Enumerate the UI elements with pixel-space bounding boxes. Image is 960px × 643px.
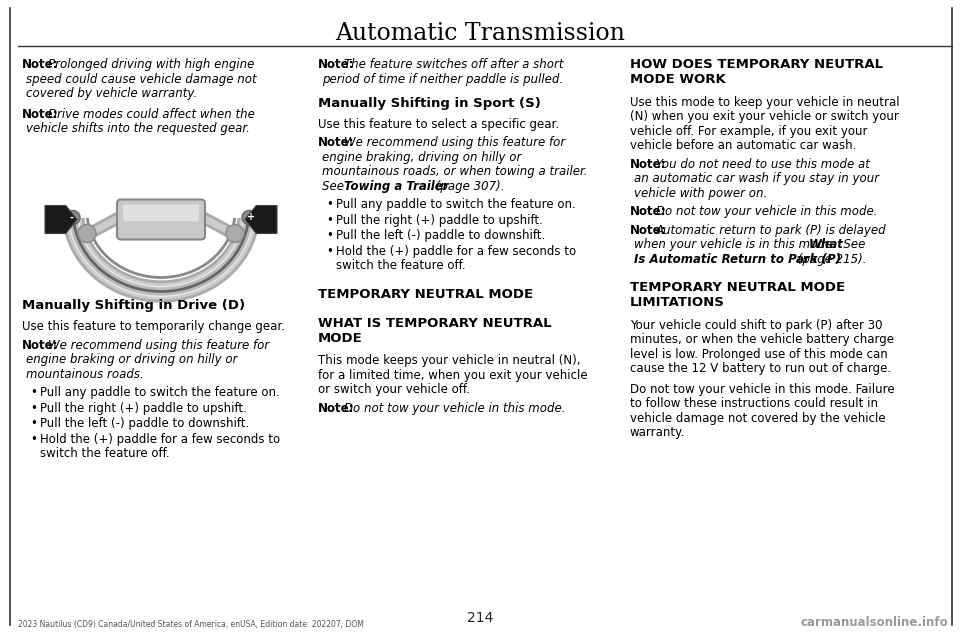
Text: carmanualsonline.info: carmanualsonline.info [801, 616, 948, 629]
Text: We recommend using this feature for: We recommend using this feature for [344, 136, 564, 149]
Text: level is low. Prolonged use of this mode can: level is low. Prolonged use of this mode… [630, 348, 888, 361]
Text: •: • [30, 433, 36, 446]
Text: MODE: MODE [318, 332, 363, 345]
Text: This mode keeps your vehicle in neutral (N),: This mode keeps your vehicle in neutral … [318, 354, 581, 367]
Text: •: • [326, 245, 333, 258]
Text: -: - [69, 212, 73, 222]
Text: for a limited time, when you exit your vehicle: for a limited time, when you exit your v… [318, 369, 588, 382]
Text: period of time if neither paddle is pulled.: period of time if neither paddle is pull… [322, 73, 564, 86]
Text: Note:: Note: [630, 224, 666, 237]
Text: when your vehicle is in this mode.  See: when your vehicle is in this mode. See [634, 238, 869, 251]
Text: Note:: Note: [22, 107, 59, 120]
Text: Do not tow your vehicle in this mode. Failure: Do not tow your vehicle in this mode. Fa… [630, 383, 895, 396]
Text: You do not need to use this mode at: You do not need to use this mode at [656, 158, 870, 170]
Text: Note:: Note: [318, 136, 354, 149]
Circle shape [66, 210, 80, 224]
Text: Hold the (+) paddle for a few seconds to: Hold the (+) paddle for a few seconds to [40, 433, 280, 446]
Text: Do not tow your vehicle in this mode.: Do not tow your vehicle in this mode. [656, 205, 877, 218]
Text: vehicle before an automatic car wash.: vehicle before an automatic car wash. [630, 139, 856, 152]
Text: Pull the right (+) paddle to upshift.: Pull the right (+) paddle to upshift. [40, 402, 247, 415]
Text: What: What [809, 238, 844, 251]
Text: vehicle damage not covered by the vehicle: vehicle damage not covered by the vehicl… [630, 412, 886, 425]
Text: Manually Shifting in Drive (D): Manually Shifting in Drive (D) [22, 300, 245, 312]
Text: •: • [326, 230, 333, 242]
Text: (page 307).: (page 307). [432, 180, 505, 193]
Text: Note:: Note: [22, 58, 59, 71]
Text: Pull the left (-) paddle to downshift.: Pull the left (-) paddle to downshift. [40, 417, 250, 430]
Text: •: • [326, 214, 333, 227]
Text: •: • [30, 386, 36, 399]
Text: Towing a Trailer: Towing a Trailer [344, 180, 448, 193]
FancyBboxPatch shape [117, 199, 205, 239]
Text: •: • [326, 198, 333, 212]
Text: Pull any paddle to switch the feature on.: Pull any paddle to switch the feature on… [40, 386, 279, 399]
Text: to follow these instructions could result in: to follow these instructions could resul… [630, 397, 878, 410]
Text: Drive modes could affect when the: Drive modes could affect when the [47, 107, 254, 120]
Text: Use this feature to temporarily change gear.: Use this feature to temporarily change g… [22, 320, 285, 333]
Text: Note:: Note: [22, 339, 59, 352]
Text: Use this mode to keep your vehicle in neutral: Use this mode to keep your vehicle in ne… [630, 96, 900, 109]
Text: Automatic Transmission: Automatic Transmission [335, 22, 625, 45]
Text: 2023 Nautilus (CD9) Canada/United States of America, enUSA, Edition date: 202207: 2023 Nautilus (CD9) Canada/United States… [18, 620, 364, 629]
Text: Your vehicle could shift to park (P) after 30: Your vehicle could shift to park (P) aft… [630, 319, 882, 332]
Text: (N) when you exit your vehicle or switch your: (N) when you exit your vehicle or switch… [630, 110, 899, 123]
Text: Automatic return to park (P) is delayed: Automatic return to park (P) is delayed [656, 224, 886, 237]
Text: switch the feature off.: switch the feature off. [40, 448, 170, 460]
Text: •: • [30, 417, 36, 430]
Text: The feature switches off after a short: The feature switches off after a short [344, 58, 563, 71]
Text: HOW DOES TEMPORARY NEUTRAL: HOW DOES TEMPORARY NEUTRAL [630, 58, 883, 71]
Text: +: + [247, 212, 255, 222]
Text: LIMITATIONS: LIMITATIONS [630, 296, 725, 309]
Text: minutes, or when the vehicle battery charge: minutes, or when the vehicle battery cha… [630, 334, 894, 347]
Circle shape [226, 224, 244, 242]
Text: (page 215).: (page 215). [794, 253, 867, 266]
Text: See: See [322, 180, 348, 193]
Text: Note:: Note: [318, 58, 354, 71]
Text: engine braking or driving on hilly or: engine braking or driving on hilly or [26, 354, 237, 367]
Text: mountainous roads.: mountainous roads. [26, 368, 144, 381]
Text: vehicle off. For example, if you exit your: vehicle off. For example, if you exit yo… [630, 125, 868, 138]
FancyBboxPatch shape [123, 204, 199, 221]
Polygon shape [45, 206, 77, 233]
Text: switch the feature off.: switch the feature off. [336, 259, 466, 273]
Text: cause the 12 V battery to run out of charge.: cause the 12 V battery to run out of cha… [630, 363, 891, 376]
Text: Use this feature to select a specific gear.: Use this feature to select a specific ge… [318, 118, 559, 131]
Text: Hold the (+) paddle for a few seconds to: Hold the (+) paddle for a few seconds to [336, 245, 576, 258]
Text: Prolonged driving with high engine: Prolonged driving with high engine [47, 58, 253, 71]
Text: Is Automatic Return to Park (P): Is Automatic Return to Park (P) [634, 253, 841, 266]
Text: mountainous roads, or when towing a trailer.: mountainous roads, or when towing a trai… [322, 165, 588, 178]
Text: •: • [30, 402, 36, 415]
Text: Do not tow your vehicle in this mode.: Do not tow your vehicle in this mode. [344, 402, 565, 415]
Text: or switch your vehicle off.: or switch your vehicle off. [318, 383, 469, 396]
Text: Note:: Note: [630, 205, 666, 218]
Text: WHAT IS TEMPORARY NEUTRAL: WHAT IS TEMPORARY NEUTRAL [318, 317, 552, 330]
Text: MODE WORK: MODE WORK [630, 73, 726, 86]
Text: Pull any paddle to switch the feature on.: Pull any paddle to switch the feature on… [336, 198, 576, 212]
Text: 214: 214 [467, 611, 493, 625]
Text: TEMPORARY NEUTRAL MODE: TEMPORARY NEUTRAL MODE [318, 288, 533, 301]
Text: an automatic car wash if you stay in your: an automatic car wash if you stay in you… [634, 172, 879, 185]
Text: Note:: Note: [630, 158, 666, 170]
Text: Note:: Note: [318, 402, 354, 415]
Text: TEMPORARY NEUTRAL MODE: TEMPORARY NEUTRAL MODE [630, 281, 845, 294]
Text: Pull the right (+) paddle to upshift.: Pull the right (+) paddle to upshift. [336, 214, 542, 227]
Text: speed could cause vehicle damage not: speed could cause vehicle damage not [26, 73, 256, 86]
Text: covered by vehicle warranty.: covered by vehicle warranty. [26, 87, 197, 100]
Text: engine braking, driving on hilly or: engine braking, driving on hilly or [322, 151, 521, 164]
Text: warranty.: warranty. [630, 426, 685, 439]
Circle shape [78, 224, 96, 242]
Text: vehicle shifts into the requested gear.: vehicle shifts into the requested gear. [26, 122, 250, 135]
Text: Manually Shifting in Sport (S): Manually Shifting in Sport (S) [318, 97, 540, 110]
Text: vehicle with power on.: vehicle with power on. [634, 186, 767, 200]
Text: We recommend using this feature for: We recommend using this feature for [47, 339, 269, 352]
Circle shape [242, 210, 256, 224]
Polygon shape [245, 206, 277, 233]
Text: Pull the left (-) paddle to downshift.: Pull the left (-) paddle to downshift. [336, 230, 545, 242]
